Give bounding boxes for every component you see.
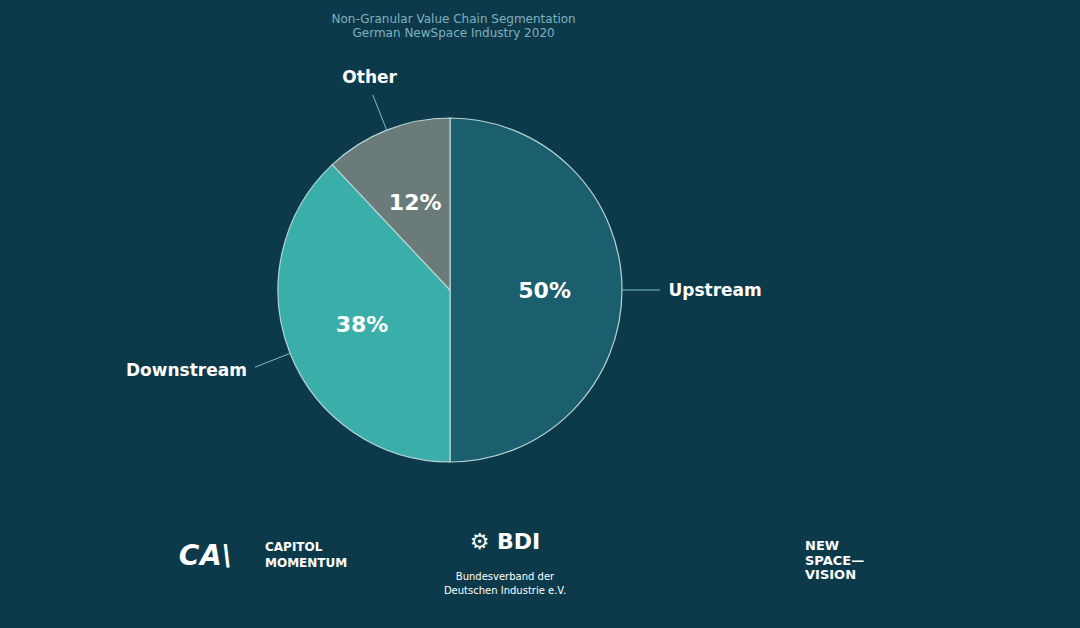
- leader-line: [255, 353, 290, 367]
- slice: [450, 118, 622, 462]
- annotation: CAPITOLMOMENTUM: [265, 540, 347, 570]
- annotation: NEWSPACE—VISION: [805, 538, 864, 582]
- chart: Non-Granular Value Chain SegmentationGer…: [0, 0, 1080, 628]
- annotation: ⚙ BDI: [470, 529, 541, 554]
- title: Non-Granular Value Chain SegmentationGer…: [332, 12, 576, 40]
- annotation: Bundesverband derDeutschen Industrie e.V…: [444, 571, 566, 596]
- slice: [278, 165, 450, 462]
- category-label: Other: [342, 67, 397, 87]
- logo-bar: CA\ CAPITOLMOMENTUM ⚙ BDI Bundesverband der…: [179, 529, 864, 596]
- annotation: C: [179, 539, 200, 572]
- category-label: Upstream: [668, 280, 761, 300]
- pie: 50% 38% 12% Upstream Downstream Other: [126, 67, 762, 462]
- slice: [332, 118, 450, 290]
- category-label: Downstream: [126, 360, 247, 380]
- leader-line: [622, 290, 660, 291]
- data-label: 12%: [389, 190, 442, 215]
- background: [0, 0, 1080, 628]
- data-label: 38%: [336, 312, 389, 337]
- labels: 50% 38% 12% Upstream Downstream Other: [126, 67, 762, 381]
- annotation: A\: [198, 539, 232, 572]
- slices: [278, 118, 622, 462]
- leader-line: [373, 95, 387, 130]
- data-label: 50%: [518, 278, 571, 303]
